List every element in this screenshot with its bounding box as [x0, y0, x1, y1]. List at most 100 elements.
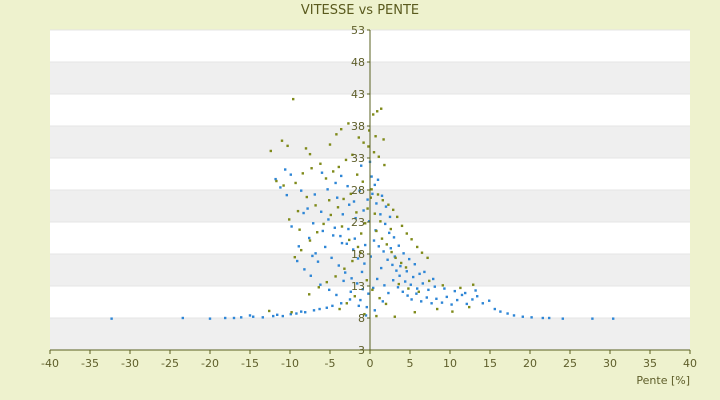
data-point-series-1	[300, 310, 303, 313]
data-point-series-2	[400, 224, 404, 228]
data-point-series-1	[450, 303, 453, 306]
data-point-series-1	[488, 299, 491, 302]
data-point-series-1	[481, 302, 484, 305]
data-point-series-1	[261, 316, 264, 319]
data-point-series-2	[322, 222, 325, 226]
data-point-series-1	[521, 315, 524, 318]
chart-title: VITESSE vs PENTE	[300, 3, 420, 18]
data-point-series-1	[386, 258, 389, 261]
data-point-series-2	[404, 266, 408, 269]
data-point-series-2	[347, 122, 350, 125]
data-point-series-2	[292, 97, 295, 101]
data-point-series-1	[398, 274, 401, 277]
data-point-series-2	[385, 243, 388, 246]
data-point-series-2	[393, 315, 396, 318]
data-point-series-2	[328, 199, 331, 202]
x-tick-label: 30	[603, 357, 617, 370]
data-point-series-1	[337, 264, 340, 267]
data-point-series-2	[426, 256, 429, 260]
data-point-series-1	[366, 198, 369, 201]
data-point-series-2	[405, 232, 408, 235]
data-point-series-1	[512, 314, 516, 317]
data-point-series-2	[310, 167, 313, 170]
data-point-series-1	[420, 300, 423, 303]
data-point-series-1	[331, 304, 334, 308]
data-point-series-1	[314, 252, 317, 255]
data-point-series-1	[433, 285, 436, 288]
data-point-series-1	[297, 245, 300, 248]
data-point-series-1	[354, 216, 357, 220]
data-point-series-2	[286, 144, 289, 148]
y-tick-label: 8	[358, 312, 365, 325]
data-point-series-1	[272, 314, 275, 318]
data-point-series-1	[384, 205, 388, 208]
data-point-series-1	[387, 291, 390, 295]
data-point-series-1	[311, 254, 314, 258]
data-point-series-2	[351, 153, 354, 156]
data-point-series-1	[391, 263, 394, 267]
data-point-series-2	[275, 179, 278, 183]
data-point-series-1	[328, 288, 331, 292]
data-point-series-1	[440, 301, 444, 304]
data-point-series-1	[327, 218, 330, 221]
data-point-series-1	[377, 245, 380, 248]
data-point-series-1	[334, 181, 337, 185]
data-point-series-2	[383, 163, 386, 167]
data-point-series-1	[427, 288, 430, 292]
data-point-series-2	[353, 295, 356, 298]
data-point-series-1	[290, 225, 293, 228]
data-point-series-1	[591, 317, 594, 320]
data-point-series-1	[352, 248, 355, 251]
data-point-series-1	[380, 194, 384, 197]
data-point-series-1	[320, 210, 323, 213]
y-tick-label: 18	[351, 248, 365, 261]
data-point-series-2	[366, 207, 369, 210]
data-point-series-1	[324, 245, 327, 249]
data-point-series-1	[303, 268, 306, 271]
data-point-series-2	[377, 155, 380, 158]
data-point-series-2	[296, 209, 300, 213]
data-point-series-1	[363, 262, 366, 265]
data-point-series-1	[373, 183, 376, 187]
data-point-series-1	[359, 298, 362, 302]
data-point-series-2	[344, 158, 348, 162]
data-point-series-2	[371, 288, 374, 292]
data-point-series-1	[388, 215, 392, 219]
data-point-series-1	[371, 192, 374, 196]
data-point-series-2	[305, 195, 308, 199]
data-point-series-2	[380, 237, 384, 240]
data-point-series-1	[456, 298, 459, 302]
data-point-series-2	[420, 251, 424, 254]
data-point-series-1	[274, 177, 277, 181]
data-point-series-2	[468, 305, 471, 309]
data-point-series-1	[302, 211, 305, 215]
data-point-series-1	[392, 236, 396, 239]
data-point-series-2	[356, 173, 359, 176]
data-point-series-1	[370, 175, 373, 178]
data-point-series-1	[416, 287, 419, 290]
data-point-series-1	[339, 234, 342, 238]
data-point-series-1	[373, 309, 376, 312]
data-point-series-2	[382, 138, 385, 141]
data-point-series-2	[380, 107, 383, 110]
data-point-series-1	[304, 311, 307, 314]
data-point-series-1	[367, 292, 370, 295]
data-point-series-2	[379, 220, 382, 223]
data-point-series-1	[372, 286, 375, 290]
data-point-series-1	[443, 287, 446, 290]
data-point-series-2	[319, 162, 322, 165]
x-tick-label: 25	[563, 357, 577, 370]
data-point-series-2	[375, 229, 378, 233]
data-point-series-1	[493, 307, 496, 311]
data-point-series-2	[340, 225, 344, 228]
y-tick-label: 38	[351, 120, 365, 133]
data-point-series-1	[321, 229, 324, 233]
data-point-series-2	[348, 238, 351, 242]
data-point-series-2	[293, 256, 296, 259]
data-point-series-1	[369, 255, 372, 258]
data-point-series-1	[340, 241, 344, 245]
data-point-series-2	[364, 222, 367, 225]
data-point-series-2	[316, 231, 319, 234]
data-point-series-2	[336, 206, 340, 209]
